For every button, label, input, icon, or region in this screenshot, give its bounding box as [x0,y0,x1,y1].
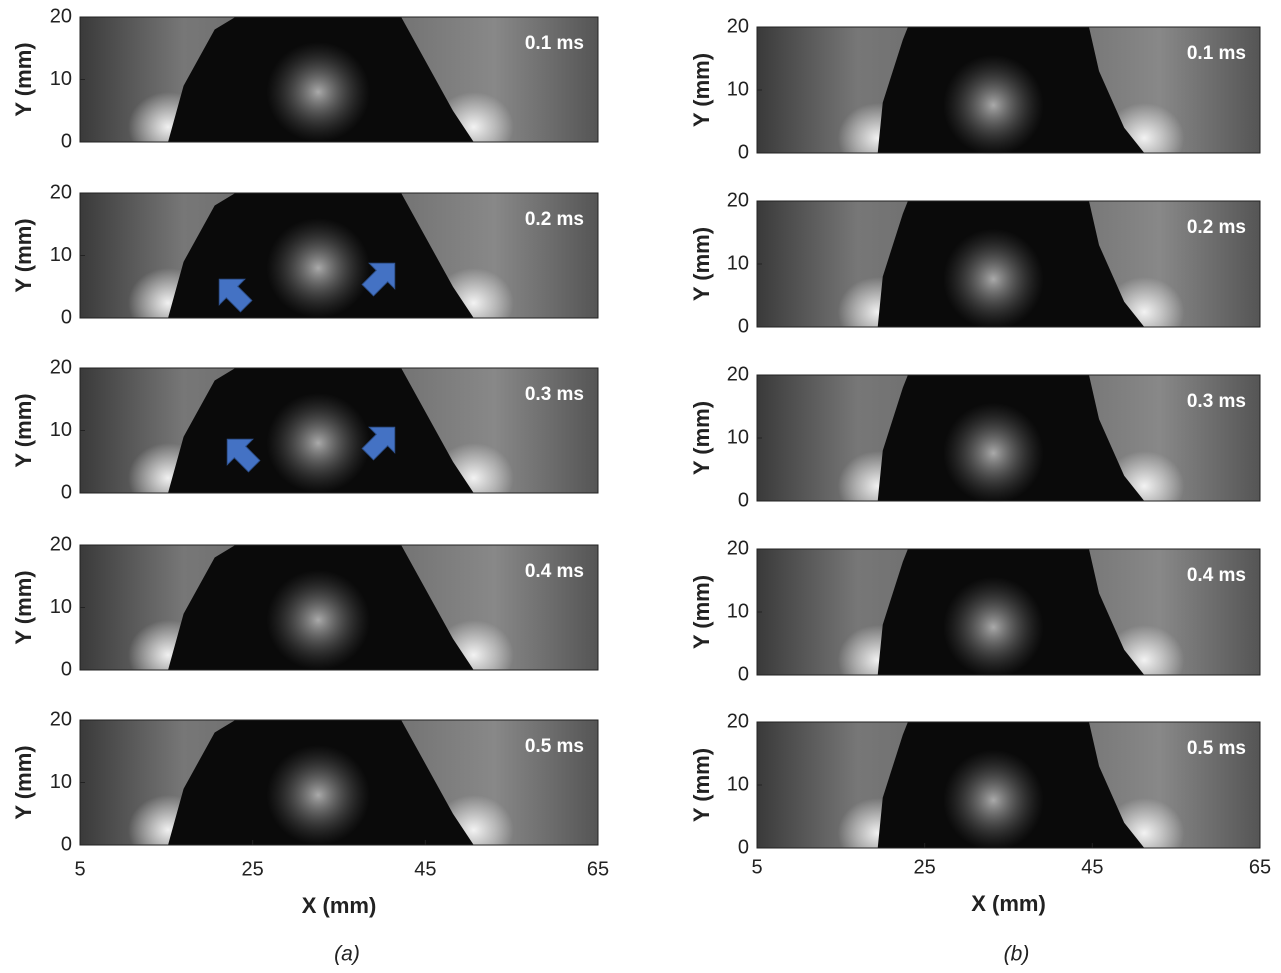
image-panel [80,720,598,865]
spray-core [943,577,1044,678]
x-axis-title: X (mm) [971,891,1046,916]
x-axis-title: X (mm) [302,893,377,918]
y-tick-label: 0 [738,315,749,337]
image-panel [757,375,1260,521]
spray-core [943,403,1044,504]
y-tick-label: 10 [727,78,749,100]
x-tick-label: 65 [587,858,609,880]
y-tick-label: 0 [61,306,72,328]
spray-core [943,750,1044,851]
spray-core [266,745,370,845]
frame-label: 0.1 ms [525,33,584,54]
y-axis-title: Y (mm) [689,748,714,822]
frame-label: 0.2 ms [1187,217,1246,238]
x-tick-label: 5 [74,858,85,880]
y-axis-title: Y (mm) [11,393,36,467]
spray-core [943,55,1044,156]
y-tick-label: 20 [50,533,72,555]
x-tick-label: 25 [914,856,936,878]
y-tick-label: 0 [61,481,72,503]
image-panel [757,722,1260,868]
y-tick-label: 0 [738,836,749,858]
spray-core [266,393,370,493]
y-tick-label: 20 [727,363,749,385]
y-tick-label: 20 [50,5,72,27]
y-tick-label: 10 [50,596,72,618]
x-tick-label: 65 [1249,856,1271,878]
y-axis-title: Y (mm) [11,218,36,292]
frame-label: 0.4 ms [525,561,584,582]
frame-label: 0.1 ms [1187,43,1246,64]
y-tick-label: 10 [50,68,72,90]
y-axis-title: Y (mm) [11,745,36,819]
y-axis-title: Y (mm) [11,42,36,116]
y-tick-label: 0 [738,141,749,163]
y-tick-label: 10 [50,419,72,441]
y-tick-label: 20 [727,710,749,732]
y-axis-title: Y (mm) [689,401,714,475]
image-panel [80,368,598,513]
x-tick-label: 25 [242,858,264,880]
frame-label: 0.4 ms [1187,565,1246,586]
y-tick-label: 20 [50,181,72,203]
y-tick-label: 10 [727,252,749,274]
y-tick-label: 10 [727,600,749,622]
frame-label: 0.5 ms [1187,738,1246,759]
y-tick-label: 20 [727,15,749,37]
y-tick-label: 0 [61,130,72,152]
image-panel [757,201,1260,347]
y-axis-title: Y (mm) [689,227,714,301]
y-tick-label: 20 [727,537,749,559]
frame-label: 0.2 ms [525,209,584,230]
caption: (b) [1004,943,1030,966]
image-panel [757,549,1260,695]
y-tick-label: 10 [727,773,749,795]
x-tick-label: 5 [751,856,762,878]
spray-core [943,229,1044,330]
y-axis-title: Y (mm) [11,570,36,644]
spray-core [266,570,370,670]
frame-label: 0.3 ms [525,384,584,405]
y-tick-label: 10 [727,426,749,448]
y-tick-label: 20 [50,356,72,378]
spray-core [266,42,370,142]
image-panel [80,17,598,162]
y-tick-label: 0 [738,489,749,511]
x-tick-label: 45 [1081,856,1103,878]
y-tick-label: 0 [61,658,72,680]
y-tick-label: 20 [50,708,72,730]
y-axis-title: Y (mm) [689,53,714,127]
y-axis-title: Y (mm) [689,575,714,649]
image-panel [757,27,1260,173]
figure: 0.1 ms 0 10 20 Y (mm) 0.2 ms 0 10 20 Y (mm) 0.3 ms… [0,0,1281,973]
caption: (a) [334,943,360,966]
y-tick-label: 10 [50,771,72,793]
y-tick-label: 0 [738,663,749,685]
y-tick-label: 10 [50,244,72,266]
spray-core [266,218,370,318]
image-panel [80,545,598,690]
y-tick-label: 0 [61,833,72,855]
frame-label: 0.3 ms [1187,391,1246,412]
image-panel [80,193,598,338]
y-tick-label: 20 [727,189,749,211]
frame-label: 0.5 ms [525,736,584,757]
x-tick-label: 45 [414,858,436,880]
